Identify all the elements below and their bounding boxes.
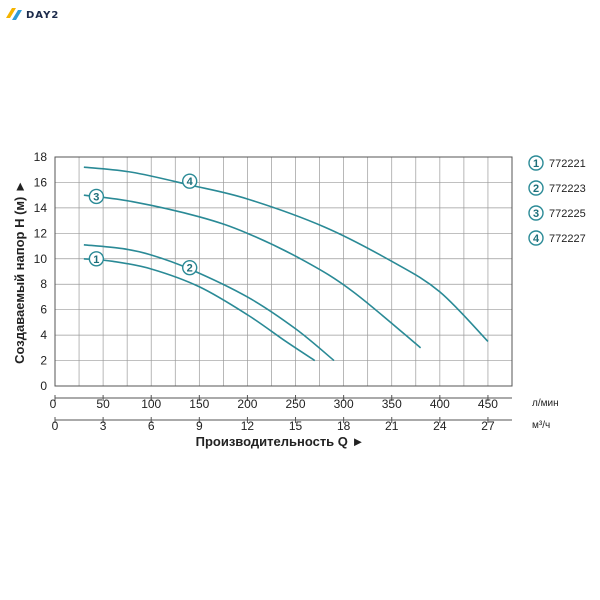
y-tick-label: 4: [40, 328, 47, 342]
legend-marker-label: 3: [533, 208, 539, 220]
x-tick-label-m3h: 9: [196, 419, 203, 433]
legend-marker: [528, 180, 544, 196]
y-tick-label: 6: [40, 303, 47, 317]
x-tick-label-m3h: 21: [385, 419, 399, 433]
legend-marker: [528, 205, 544, 221]
x-tick-label-lmin: 300: [334, 397, 354, 411]
x-tick-label-lmin: 250: [286, 397, 306, 411]
x-unit-lmin: л/мин: [532, 398, 559, 409]
x-tick-label-m3h: 12: [241, 419, 255, 433]
x-ticks-m3h: 0 3 6 9 12 15 18 21 24 27: [52, 417, 512, 433]
x-tick-label-m3h: 27: [481, 419, 495, 433]
x-unit-m3h: м³/ч: [532, 420, 550, 431]
y-tick-label: 14: [34, 201, 48, 215]
legend-entry: 772225: [549, 208, 586, 220]
legend-marker-label: 2: [533, 183, 539, 195]
x-axis-title: Производительность Q ►: [196, 434, 365, 449]
y-tick-label: 8: [40, 277, 47, 291]
x-tick-label-m3h: 15: [289, 419, 303, 433]
plot-frame: [54, 156, 513, 387]
x-tick-label-m3h: 0: [52, 419, 59, 433]
x-tick-label-lmin: 100: [141, 397, 161, 411]
legend-entry: 772223: [549, 183, 586, 195]
x-tick-label-m3h: 6: [148, 419, 155, 433]
y-tick-label: 2: [40, 354, 47, 368]
x-ticks-lmin: 0 50 100 150 200 250 300 350 400 450: [50, 395, 512, 411]
series-marker-label: 3: [93, 191, 99, 203]
series-marker-label: 4: [187, 176, 194, 188]
series-line-772227: [83, 166, 489, 343]
x-tick-label-lmin: 150: [189, 397, 209, 411]
series-marker-2: [181, 259, 198, 276]
y-ticks: 0 2 4 6 8 10 12 14 16 18: [34, 150, 48, 393]
x-tick-label-m3h: 24: [433, 419, 447, 433]
logo-text: DAY2: [26, 10, 59, 21]
legend: 1 772221 2 772223 3 772225 4 772227: [528, 155, 586, 246]
day2-logo-icon: [6, 8, 22, 20]
x-tick-label-lmin: 50: [96, 397, 110, 411]
series-lines: [83, 166, 489, 362]
legend-marker-label: 1: [533, 158, 539, 170]
series-marker-label: 1: [93, 254, 99, 266]
day2-logo: DAY2: [6, 8, 59, 21]
legend-entry: 772227: [549, 233, 586, 245]
x-tick-label-lmin: 0: [50, 397, 57, 411]
series-marker-4: [181, 173, 198, 189]
x-tick-label-lmin: 200: [237, 397, 257, 411]
y-axis-title: Создаваемый напор H (м) ►: [12, 180, 27, 364]
y-tick-label: 16: [34, 175, 48, 189]
legend-marker: [528, 230, 544, 246]
series-line-772221: [83, 257, 316, 362]
y-tick-label: 12: [34, 226, 48, 240]
x-tick-label-m3h: 18: [337, 419, 351, 433]
y-tick-label: 0: [40, 379, 47, 393]
x-tick-label-lmin: 350: [382, 397, 402, 411]
series-line-772225: [83, 194, 422, 349]
series-markers: 1 2 3 4: [88, 173, 198, 276]
y-tick-label: 18: [34, 150, 48, 164]
y-tick-label: 10: [34, 252, 48, 266]
x-tick-label-lmin: 450: [478, 397, 498, 411]
x-tick-label-m3h: 3: [100, 419, 107, 433]
series-marker-3: [88, 188, 105, 205]
series-marker-1: [88, 251, 105, 267]
chart-grid: [54, 156, 513, 387]
legend-marker-label: 4: [533, 233, 540, 245]
x-tick-label-lmin: 400: [430, 397, 450, 411]
legend-entry: 772221: [549, 158, 586, 170]
legend-marker: [528, 155, 544, 171]
series-marker-label: 2: [187, 263, 193, 275]
